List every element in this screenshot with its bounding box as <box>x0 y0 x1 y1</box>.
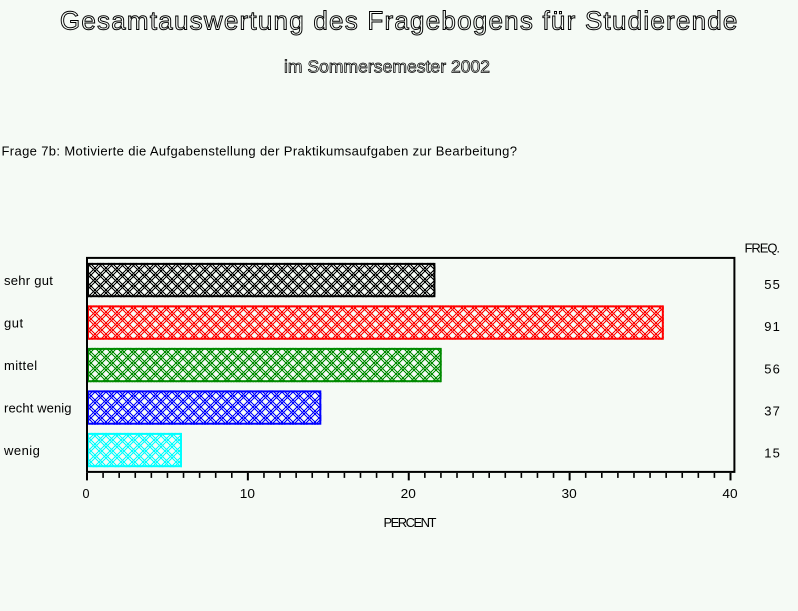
svg-text:FREQ.: FREQ. <box>745 240 781 255</box>
svg-text:PERCENT: PERCENT <box>384 515 437 530</box>
svg-text:30: 30 <box>562 486 577 501</box>
svg-text:55: 55 <box>764 277 780 292</box>
svg-text:wenig: wenig <box>3 443 40 458</box>
svg-text:sehr gut: sehr gut <box>4 273 53 288</box>
svg-text:40: 40 <box>722 486 737 501</box>
svg-text:56: 56 <box>764 361 780 376</box>
svg-text:mittel: mittel <box>4 358 37 373</box>
svg-text:gut: gut <box>4 316 23 331</box>
svg-text:recht wenig: recht wenig <box>4 401 72 416</box>
svg-text:im Sommersemester 2002: im Sommersemester 2002 <box>284 57 490 77</box>
svg-text:91: 91 <box>764 319 780 334</box>
svg-text:0: 0 <box>83 486 90 501</box>
svg-text:15: 15 <box>764 446 780 461</box>
svg-text:Gesamtauswertung des Frageboge: Gesamtauswertung des Fragebogens für Stu… <box>60 5 738 35</box>
svg-text:Frage 7b: Motivierte die Aufga: Frage 7b: Motivierte die Aufgabenstellun… <box>2 144 518 159</box>
svg-text:37: 37 <box>764 404 780 419</box>
svg-text:10: 10 <box>240 486 255 501</box>
svg-text:20: 20 <box>401 486 416 501</box>
